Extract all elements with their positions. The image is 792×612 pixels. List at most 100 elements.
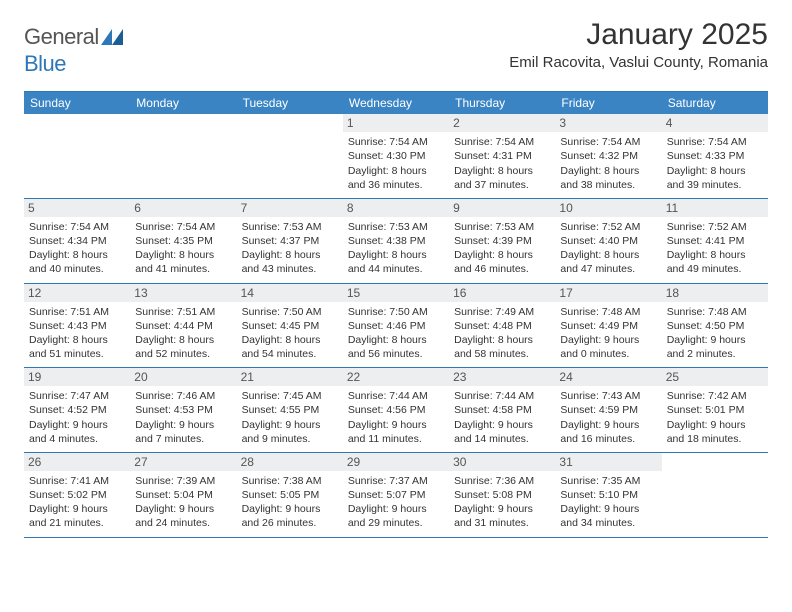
day-cell: 11Sunrise: 7:52 AMSunset: 4:41 PMDayligh… [662,199,768,283]
day-cell: 18 Sunrise: 7:48 AMSunset: 4:50 PMDayligh… [662,284,768,368]
day-details: Sunrise: 7:53 AMSunset: 4:39 PMDaylight:… [453,220,551,277]
day-details: Sunrise: 7:42 AMSunset: 5:01 PMDaylight:… [666,389,764,446]
day-cell: 29Sunrise: 7:37 AMSunset: 5:07 PMDayligh… [343,453,449,537]
day-number: 18 [662,284,768,302]
day-details: Sunrise: 7:47 AMSunset: 4:52 PMDaylight:… [28,389,126,446]
week-row: 12 Sunrise: 7:51 AMSunset: 4:43 PMDayligh… [24,284,768,369]
day-details: Sunrise: 7:38 AMSunset: 5:05 PMDaylight:… [241,474,339,531]
day-cell [24,114,130,198]
day-number: 8 [343,199,449,217]
day-details: Sunrise: 7:35 AMSunset: 5:10 PMDaylight:… [559,474,657,531]
day-number: 19 [24,368,130,386]
day-details: Sunrise: 7:44 AMSunset: 4:56 PMDaylight:… [347,389,445,446]
logo: GeneralBlue [24,24,123,77]
weekday-header-row: Sunday Monday Tuesday Wednesday Thursday… [24,92,768,114]
day-number: 16 [449,284,555,302]
day-details: Sunrise: 7:54 AMSunset: 4:34 PMDaylight:… [28,220,126,277]
day-details: Sunrise: 7:54 AMSunset: 4:31 PMDaylight:… [453,135,551,192]
day-details: Sunrise: 7:46 AMSunset: 4:53 PMDaylight:… [134,389,232,446]
day-number: 10 [555,199,661,217]
page-title: January 2025 [509,18,768,52]
day-cell: 14Sunrise: 7:50 AMSunset: 4:45 PMDayligh… [237,284,343,368]
day-number: 20 [130,368,236,386]
day-cell [130,114,236,198]
week-row: 19 Sunrise: 7:47 AMSunset: 4:52 PMDayligh… [24,368,768,453]
day-number: 24 [555,368,661,386]
day-details: Sunrise: 7:50 AMSunset: 4:46 PMDaylight:… [347,305,445,362]
day-cell: 27 Sunrise: 7:39 AMSunset: 5:04 PMDayligh… [130,453,236,537]
day-number: 12 [24,284,130,302]
weekday-header: Friday [555,92,661,114]
day-cell: 3 Sunrise: 7:54 AMSunset: 4:32 PMDaylight… [555,114,661,198]
week-row: 1 Sunrise: 7:54 AMSunset: 4:30 PMDaylight… [24,114,768,199]
day-number [24,114,130,118]
day-number: 28 [237,453,343,471]
day-details: Sunrise: 7:43 AMSunset: 4:59 PMDaylight:… [559,389,657,446]
day-number: 1 [343,114,449,132]
day-details: Sunrise: 7:54 AMSunset: 4:35 PMDaylight:… [134,220,232,277]
day-cell: 30 Sunrise: 7:36 AMSunset: 5:08 PMDayligh… [449,453,555,537]
day-number: 4 [662,114,768,132]
day-cell: 28 Sunrise: 7:38 AMSunset: 5:05 PMDayligh… [237,453,343,537]
day-details: Sunrise: 7:48 AMSunset: 4:50 PMDaylight:… [666,305,764,362]
day-details: Sunrise: 7:48 AMSunset: 4:49 PMDaylight:… [559,305,657,362]
day-cell: 10Sunrise: 7:52 AMSunset: 4:40 PMDayligh… [555,199,661,283]
day-details: Sunrise: 7:44 AMSunset: 4:58 PMDaylight:… [453,389,551,446]
day-cell: 23Sunrise: 7:44 AMSunset: 4:58 PMDayligh… [449,368,555,452]
day-number: 30 [449,453,555,471]
day-number: 25 [662,368,768,386]
day-cell: 24 Sunrise: 7:43 AMSunset: 4:59 PMDayligh… [555,368,661,452]
day-details: Sunrise: 7:53 AMSunset: 4:38 PMDaylight:… [347,220,445,277]
day-cell: 15Sunrise: 7:50 AMSunset: 4:46 PMDayligh… [343,284,449,368]
day-details: Sunrise: 7:54 AMSunset: 4:30 PMDaylight:… [347,135,445,192]
day-cell [662,453,768,537]
day-number: 14 [237,284,343,302]
day-details: Sunrise: 7:51 AMSunset: 4:44 PMDaylight:… [134,305,232,362]
day-details: Sunrise: 7:39 AMSunset: 5:04 PMDaylight:… [134,474,232,531]
day-number [662,453,768,457]
day-number [130,114,236,118]
day-cell: 13Sunrise: 7:51 AMSunset: 4:44 PMDayligh… [130,284,236,368]
day-cell: 4 Sunrise: 7:54 AMSunset: 4:33 PMDaylight… [662,114,768,198]
day-cell: 25 Sunrise: 7:42 AMSunset: 5:01 PMDayligh… [662,368,768,452]
day-number: 27 [130,453,236,471]
day-details: Sunrise: 7:54 AMSunset: 4:33 PMDaylight:… [666,135,764,192]
day-number: 26 [24,453,130,471]
day-number [237,114,343,118]
weekday-header: Monday [130,92,236,114]
day-cell: 2 Sunrise: 7:54 AMSunset: 4:31 PMDaylight… [449,114,555,198]
logo-word-2: Blue [24,51,66,76]
header: GeneralBlue January 2025 Emil Racovita, … [24,18,768,77]
weekday-header: Saturday [662,92,768,114]
calendar-page: GeneralBlue January 2025 Emil Racovita, … [0,0,792,556]
day-cell: 16Sunrise: 7:49 AMSunset: 4:48 PMDayligh… [449,284,555,368]
day-cell: 5 Sunrise: 7:54 AMSunset: 4:34 PMDaylight… [24,199,130,283]
day-details: Sunrise: 7:41 AMSunset: 5:02 PMDaylight:… [28,474,126,531]
day-details: Sunrise: 7:45 AMSunset: 4:55 PMDaylight:… [241,389,339,446]
day-number: 17 [555,284,661,302]
day-number: 2 [449,114,555,132]
day-number: 6 [130,199,236,217]
day-details: Sunrise: 7:54 AMSunset: 4:32 PMDaylight:… [559,135,657,192]
day-number: 5 [24,199,130,217]
day-cell: 12 Sunrise: 7:51 AMSunset: 4:43 PMDayligh… [24,284,130,368]
day-cell: 7Sunrise: 7:53 AMSunset: 4:37 PMDaylight… [237,199,343,283]
day-cell: 20 Sunrise: 7:46 AMSunset: 4:53 PMDayligh… [130,368,236,452]
day-cell: 9Sunrise: 7:53 AMSunset: 4:39 PMDaylight… [449,199,555,283]
day-cell: 22 Sunrise: 7:44 AMSunset: 4:56 PMDayligh… [343,368,449,452]
day-cell: 6 Sunrise: 7:54 AMSunset: 4:35 PMDaylight… [130,199,236,283]
day-number: 31 [555,453,661,471]
day-number: 3 [555,114,661,132]
day-cell: 26 Sunrise: 7:41 AMSunset: 5:02 PMDayligh… [24,453,130,537]
day-cell: 1 Sunrise: 7:54 AMSunset: 4:30 PMDaylight… [343,114,449,198]
logo-mark-icon [101,25,123,51]
day-details: Sunrise: 7:36 AMSunset: 5:08 PMDaylight:… [453,474,551,531]
day-details: Sunrise: 7:52 AMSunset: 4:41 PMDaylight:… [666,220,764,277]
day-cell: 19 Sunrise: 7:47 AMSunset: 4:52 PMDayligh… [24,368,130,452]
day-number: 22 [343,368,449,386]
weekday-header: Wednesday [343,92,449,114]
day-details: Sunrise: 7:51 AMSunset: 4:43 PMDaylight:… [28,305,126,362]
day-details: Sunrise: 7:37 AMSunset: 5:07 PMDaylight:… [347,474,445,531]
weeks-container: 1 Sunrise: 7:54 AMSunset: 4:30 PMDaylight… [24,114,768,537]
calendar-grid: Sunday Monday Tuesday Wednesday Thursday… [24,91,768,537]
